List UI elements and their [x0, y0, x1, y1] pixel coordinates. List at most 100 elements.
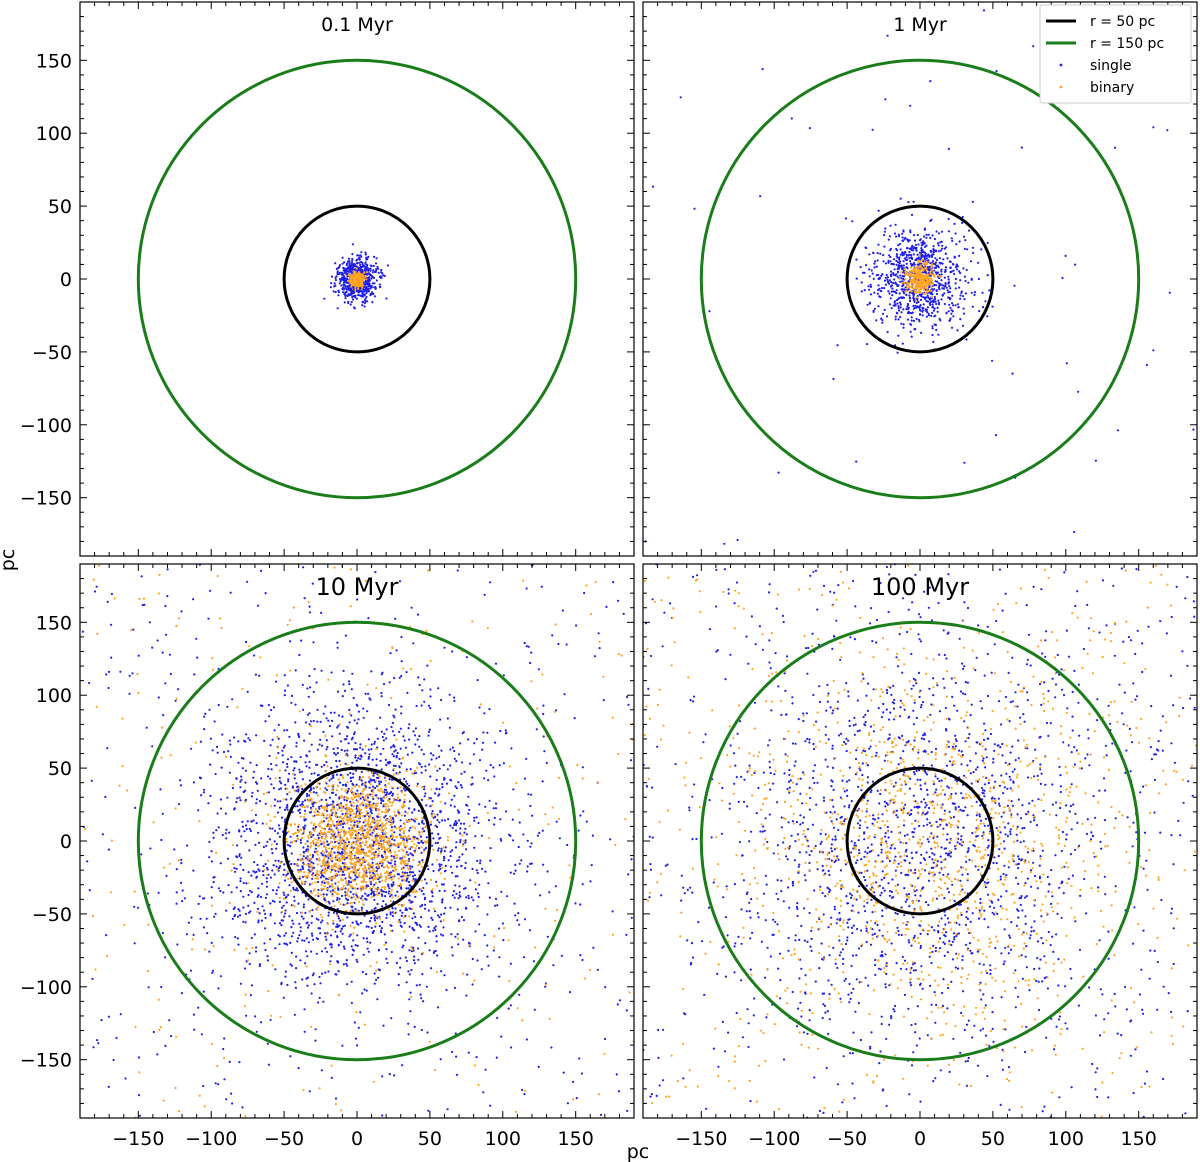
single-point: [380, 797, 383, 800]
single-point: [955, 268, 959, 271]
x-axis-label: pc: [627, 1141, 650, 1162]
single-point: [264, 916, 267, 920]
single-point: [890, 275, 893, 278]
single-point: [574, 902, 577, 905]
binary-point: [926, 262, 929, 265]
binary-point: [926, 277, 929, 280]
single-point: [193, 1028, 196, 1031]
single-point: [434, 842, 437, 845]
single-point: [376, 902, 379, 906]
single-point: [911, 257, 914, 261]
single-point: [935, 302, 938, 306]
single-point: [913, 239, 917, 242]
single-point: [244, 781, 247, 784]
single-point: [347, 300, 350, 303]
single-point: [451, 746, 454, 749]
single-point: [393, 839, 396, 842]
single-point: [369, 941, 372, 944]
single-point: [920, 244, 923, 247]
single-point: [327, 970, 330, 973]
single-point: [525, 587, 528, 590]
single-point: [1152, 349, 1155, 352]
single-point: [408, 949, 411, 952]
binary-point: [919, 264, 922, 267]
single-point: [309, 786, 313, 789]
single-point: [208, 840, 211, 844]
single-point: [456, 875, 459, 878]
single-point: [458, 885, 461, 888]
single-point: [899, 248, 902, 251]
single-point: [971, 200, 975, 203]
single-point: [431, 810, 434, 813]
single-point: [374, 287, 377, 290]
single-point: [287, 893, 290, 897]
single-point: [388, 1073, 391, 1076]
single-point: [273, 873, 276, 876]
single-point: [1032, 45, 1035, 48]
single-point: [375, 758, 378, 761]
single-point: [296, 940, 299, 943]
single-point: [92, 1046, 95, 1049]
single-point: [357, 832, 360, 835]
single-point: [403, 800, 406, 804]
single-point: [897, 305, 900, 308]
single-point: [994, 434, 998, 437]
single-point: [1152, 126, 1155, 129]
single-point: [325, 817, 328, 820]
single-point: [451, 650, 454, 653]
single-point: [496, 1016, 499, 1020]
single-point: [494, 741, 497, 744]
single-point: [934, 257, 937, 260]
single-point: [453, 805, 456, 808]
single-point: [273, 900, 276, 903]
single-point: [110, 592, 113, 596]
single-point: [289, 941, 292, 945]
single-point: [308, 750, 311, 753]
binary-point: [361, 286, 364, 289]
single-point: [1166, 129, 1169, 132]
single-point: [910, 319, 913, 322]
single-point: [390, 885, 394, 888]
single-point: [372, 797, 375, 801]
single-point: [940, 270, 943, 273]
single-point: [179, 881, 183, 885]
single-point: [336, 646, 339, 649]
single-point: [305, 754, 308, 757]
binary-point: [913, 275, 916, 279]
single-point: [906, 318, 910, 321]
single-point: [382, 900, 385, 903]
single-point: [93, 590, 97, 593]
single-point: [1064, 254, 1067, 257]
binary-point: [349, 279, 352, 283]
single-point: [439, 1058, 442, 1061]
single-point: [306, 687, 309, 690]
single-point: [898, 292, 901, 295]
single-point: [529, 845, 532, 848]
single-point: [851, 220, 854, 223]
single-point: [229, 743, 232, 746]
single-point: [330, 777, 333, 780]
single-point: [947, 310, 950, 313]
single-point: [309, 890, 312, 893]
single-point: [418, 763, 422, 766]
single-point: [432, 869, 435, 873]
single-point: [247, 737, 250, 740]
single-point: [283, 744, 286, 747]
single-point: [233, 808, 236, 811]
single-point: [253, 654, 256, 657]
single-point: [424, 765, 427, 768]
single-point: [910, 248, 913, 251]
single-point: [264, 927, 267, 930]
single-point: [906, 302, 909, 306]
single-point: [903, 275, 906, 278]
single-point: [377, 847, 380, 850]
single-point: [166, 595, 169, 598]
single-point: [244, 839, 247, 843]
binary-point: [359, 284, 362, 287]
single-point: [875, 319, 878, 322]
single-point: [250, 874, 253, 877]
single-point: [344, 297, 347, 300]
single-point: [273, 922, 277, 925]
single-point: [330, 847, 333, 850]
single-point: [358, 776, 361, 779]
